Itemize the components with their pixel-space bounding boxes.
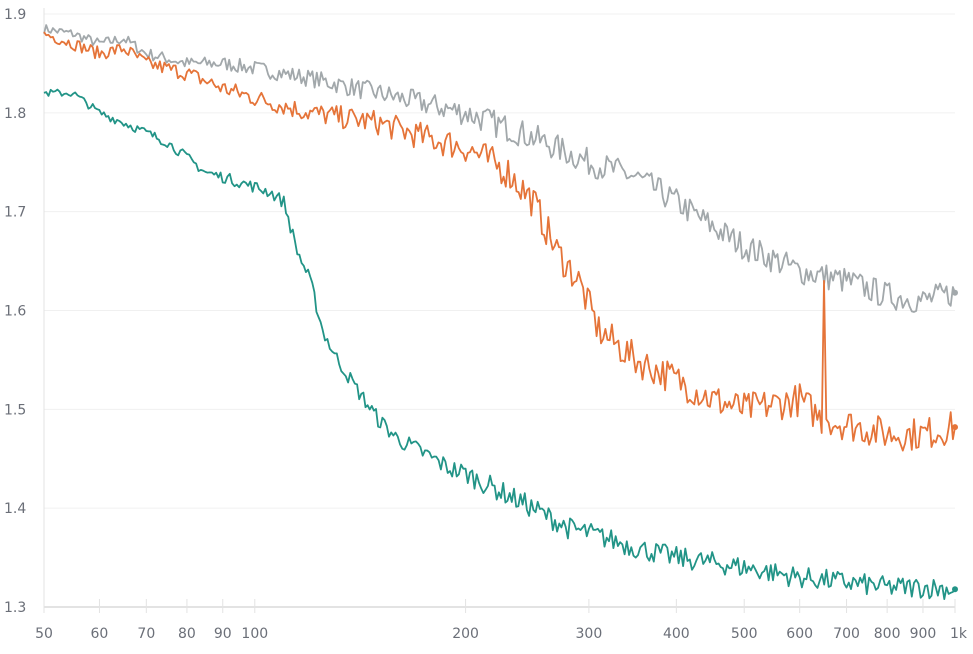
x-tick-label: 600 [786, 626, 813, 642]
series-line-2 [43, 88, 956, 600]
x-tick-label: 100 [241, 626, 268, 642]
series-lines [43, 24, 958, 600]
grid [44, 13, 955, 608]
y-tick-label: 1.9 [4, 7, 26, 23]
x-tick-label: 900 [910, 626, 937, 642]
y-tick-label: 1.8 [4, 106, 26, 122]
series-end-marker-2 [952, 586, 958, 593]
series-line-1 [43, 31, 956, 452]
x-tick-label: 800 [874, 626, 901, 642]
x-tick-label: 1k [950, 626, 968, 642]
y-tick-label: 1.7 [4, 205, 26, 221]
x-tick-label: 400 [663, 626, 690, 642]
x-tick-label: 300 [576, 626, 603, 642]
x-tick-label: 50 [35, 626, 53, 642]
y-tick-label: 1.4 [4, 501, 26, 517]
series-end-marker-1 [952, 424, 958, 431]
x-tick-label: 70 [137, 626, 155, 642]
series-line-0 [43, 24, 956, 313]
axes: 1.3 1.4 1.5 1.6 1.7 1.8 1.9 50 60 70 80 90 100 200 300… [4, 7, 968, 642]
series-end-marker-0 [952, 289, 958, 296]
x-tick-label: 90 [214, 626, 232, 642]
x-tick-label: 700 [833, 626, 860, 642]
y-tick-label: 1.3 [4, 600, 26, 616]
y-tick-label: 1.6 [4, 304, 26, 320]
x-tick-label: 500 [731, 626, 758, 642]
x-tick-label: 200 [452, 626, 479, 642]
y-tick-label: 1.5 [4, 402, 26, 418]
x-tick-label: 60 [91, 626, 109, 642]
x-tick-label: 80 [178, 626, 196, 642]
